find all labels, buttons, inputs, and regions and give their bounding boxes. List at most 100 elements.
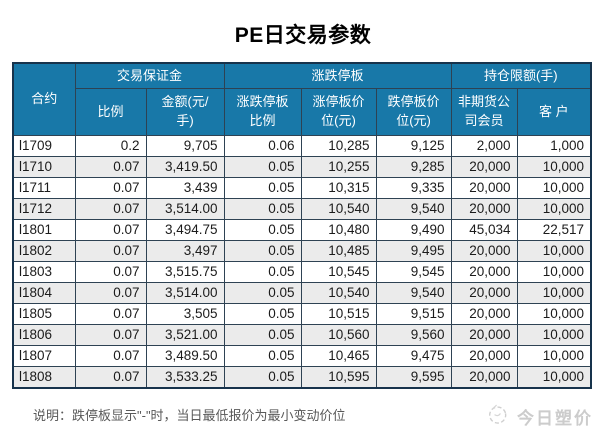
value-cell: 9,335 <box>375 177 452 199</box>
value-cell: 10,000 <box>516 240 592 262</box>
value-cell: 0.07 <box>74 177 147 199</box>
value-cell: 0.05 <box>223 366 302 389</box>
value-cell: 0.07 <box>74 156 147 178</box>
sketch-circle-logo-icon <box>483 400 513 433</box>
col-header-limit-up-price: 涨停板价 位(元) <box>300 88 377 136</box>
value-cell: 3,514.00 <box>145 198 225 220</box>
table-row: l1806 0.07 3,521.00 0.05 10,560 9,560 20,000 10… <box>12 324 592 346</box>
value-cell: 10,285 <box>300 135 377 157</box>
value-cell: 0.05 <box>223 324 302 346</box>
col-group-position-limit: 持仓限额(手) <box>450 62 592 89</box>
value-cell: 0.05 <box>223 198 302 220</box>
value-cell: 0.07 <box>74 324 147 346</box>
value-cell: 9,705 <box>145 135 225 157</box>
col-header-contract: 合约 <box>12 62 76 136</box>
col-header-client: 客 户 <box>516 88 592 136</box>
value-cell: 0.07 <box>74 261 147 283</box>
value-cell: 9,545 <box>375 261 452 283</box>
contract-cell: l1710 <box>12 156 76 178</box>
value-cell: 20,000 <box>450 261 518 283</box>
value-cell: 10,000 <box>516 156 592 178</box>
value-cell: 10,000 <box>516 177 592 199</box>
page-title: PE日交易参数 <box>234 24 372 47</box>
value-cell: 1,000 <box>516 135 592 157</box>
value-cell: 9,560 <box>375 324 452 346</box>
value-cell: 10,465 <box>300 345 377 367</box>
value-cell: 0.05 <box>223 219 302 241</box>
value-cell: 9,285 <box>375 156 452 178</box>
contract-cell: l1805 <box>12 303 76 325</box>
value-cell: 20,000 <box>450 156 518 178</box>
trading-parameters-table: 合约 交易保证金 涨跌停板 持仓限额(手) 比例 金额(元/ 手) 涨跌停板 比… <box>12 62 593 389</box>
contract-cell: l1803 <box>12 261 76 283</box>
value-cell: 3,514.00 <box>145 282 225 304</box>
table-row: l1805 0.07 3,505 0.05 10,515 9,515 20,000 10,00… <box>12 303 592 325</box>
value-cell: 0.06 <box>223 135 302 157</box>
value-cell: 9,540 <box>375 282 452 304</box>
value-cell: 0.07 <box>74 240 147 262</box>
col-header-non-futures-member: 非期货公 司会员 <box>450 88 518 136</box>
header-sub-row: 比例 金额(元/ 手) 涨跌停板 比例 涨停板价 位(元) 跌停板价 位(元) … <box>13 88 592 136</box>
value-cell: 0.07 <box>74 282 147 304</box>
value-cell: 0.05 <box>223 261 302 283</box>
value-cell: 0.07 <box>74 198 147 220</box>
value-cell: 10,515 <box>300 303 377 325</box>
col-group-margin: 交易保证金 <box>74 62 225 89</box>
value-cell: 3,419.50 <box>145 156 225 178</box>
table-row: l1802 0.07 3,497 0.05 10,485 9,495 20,000 10,00… <box>12 240 592 262</box>
value-cell: 0.05 <box>223 240 302 262</box>
value-cell: 45,034 <box>450 219 518 241</box>
value-cell: 20,000 <box>450 345 518 367</box>
value-cell: 10,480 <box>300 219 377 241</box>
value-cell: 9,490 <box>375 219 452 241</box>
value-cell: 9,540 <box>375 198 452 220</box>
contract-cell: l1807 <box>12 345 76 367</box>
value-cell: 0.05 <box>223 282 302 304</box>
value-cell: 0.05 <box>223 177 302 199</box>
table-row: l1807 0.07 3,489.50 0.05 10,465 9,475 20,000 10… <box>12 345 592 367</box>
value-cell: 3,521.00 <box>145 324 225 346</box>
value-cell: 9,495 <box>375 240 452 262</box>
brand-name: 今日塑价 <box>517 409 593 428</box>
col-header-margin-ratio: 比例 <box>74 88 147 136</box>
value-cell: 20,000 <box>450 177 518 199</box>
contract-cell: l1712 <box>12 198 76 220</box>
value-cell: 22,517 <box>516 219 592 241</box>
value-cell: 0.07 <box>74 303 147 325</box>
value-cell: 10,595 <box>300 366 377 389</box>
contract-cell: l1801 <box>12 219 76 241</box>
contract-cell: l1804 <box>12 282 76 304</box>
table-body: l1709 0.2 9,705 0.06 10,285 9,125 2,000 1,000 l1… <box>12 135 592 389</box>
contract-cell: l1709 <box>12 135 76 157</box>
value-cell: 20,000 <box>450 303 518 325</box>
value-cell: 9,595 <box>375 366 452 389</box>
value-cell: 20,000 <box>450 198 518 220</box>
value-cell: 3,515.75 <box>145 261 225 283</box>
value-cell: 20,000 <box>450 282 518 304</box>
value-cell: 0.05 <box>223 303 302 325</box>
value-cell: 10,255 <box>300 156 377 178</box>
col-header-margin-amount: 金额(元/ 手) <box>145 88 225 136</box>
table-header: 合约 交易保证金 涨跌停板 持仓限额(手) 比例 金额(元/ 手) 涨跌停板 比… <box>12 62 592 136</box>
contract-cell: l1808 <box>12 366 76 389</box>
table-row: l1711 0.07 3,439 0.05 10,315 9,335 20,000 10,00… <box>12 177 592 199</box>
value-cell: 10,000 <box>516 282 592 304</box>
col-header-limit-down-price: 跌停板价 位(元) <box>375 88 452 136</box>
value-cell: 3,494.75 <box>145 219 225 241</box>
value-cell: 10,000 <box>516 261 592 283</box>
contract-cell: l1711 <box>12 177 76 199</box>
contract-cell: l1802 <box>12 240 76 262</box>
value-cell: 0.07 <box>74 219 147 241</box>
value-cell: 3,533.25 <box>145 366 225 389</box>
value-cell: 10,540 <box>300 282 377 304</box>
table-row: l1803 0.07 3,515.75 0.05 10,545 9,545 20,000 10… <box>12 261 592 283</box>
value-cell: 3,497 <box>145 240 225 262</box>
value-cell: 10,315 <box>300 177 377 199</box>
value-cell: 20,000 <box>450 324 518 346</box>
value-cell: 2,000 <box>450 135 518 157</box>
value-cell: 20,000 <box>450 240 518 262</box>
value-cell: 0.05 <box>223 345 302 367</box>
col-header-limit-ratio: 涨跌停板 比例 <box>223 88 302 136</box>
value-cell: 10,000 <box>516 324 592 346</box>
